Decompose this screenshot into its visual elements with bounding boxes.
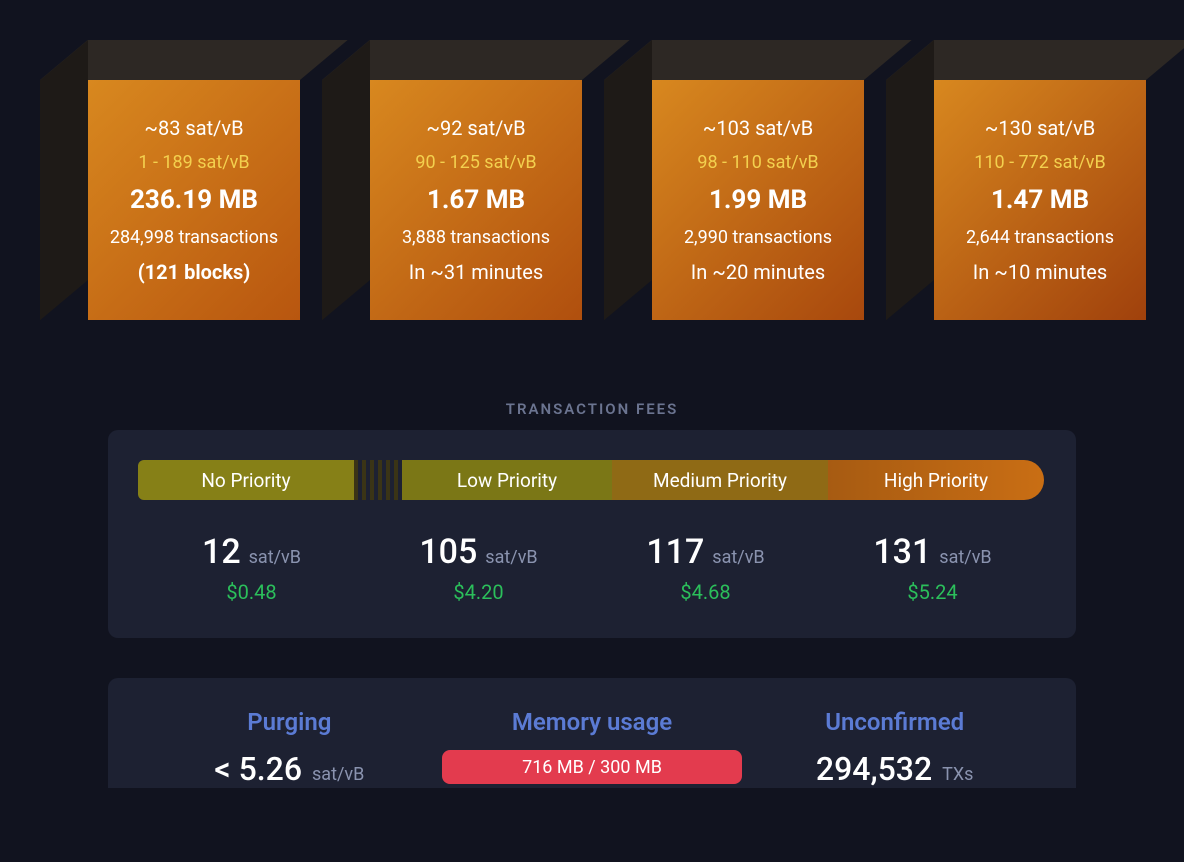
block-side-face — [886, 40, 934, 320]
fee-rate: 12 sat/vB — [138, 532, 365, 572]
fee-range: 1 - 189 sat/vB — [138, 152, 249, 173]
unconfirmed-unit: TXs — [942, 764, 973, 785]
fee-rate-unit: sat/vB — [485, 547, 537, 568]
fee-usd: $5.24 — [819, 580, 1046, 604]
unconfirmed-value: 294,532 — [816, 750, 932, 788]
tx-count: 284,998 transactions — [110, 227, 278, 248]
fee-usd: $4.68 — [592, 580, 819, 604]
median-fee: ~83 sat/vB — [144, 116, 243, 140]
time-estimate: In ~31 minutes — [409, 260, 543, 284]
fee-range: 110 - 772 sat/vB — [974, 152, 1105, 173]
fee-range: 98 - 110 sat/vB — [697, 152, 818, 173]
block-front-face: ~103 sat/vB 98 - 110 sat/vB 1.99 MB 2,99… — [652, 80, 864, 320]
mempool-block[interactable]: ~83 sat/vB 1 - 189 sat/vB 236.19 MB 284,… — [40, 40, 298, 320]
stat-title: Unconfirmed — [743, 708, 1046, 736]
purging-unit: sat/vB — [312, 764, 364, 785]
priority-chip-high[interactable]: High Priority — [828, 460, 1044, 500]
median-fee: ~103 sat/vB — [703, 116, 813, 140]
block-side-face — [40, 40, 88, 320]
priority-chip-medium[interactable]: Medium Priority — [612, 460, 828, 500]
block-size: 1.99 MB — [709, 185, 807, 215]
stat-memory: Memory usage 716 MB / 300 MB — [441, 708, 744, 788]
fee-rate-value: 131 — [873, 532, 931, 572]
stats-row: Purging < 5.26 sat/vB Memory usage 716 M… — [138, 708, 1046, 788]
fee-range: 90 - 125 sat/vB — [415, 152, 536, 173]
time-estimate: In ~20 minutes — [691, 260, 825, 284]
fee-rate-unit: sat/vB — [249, 547, 301, 568]
priority-chip-low[interactable]: Low Priority — [402, 460, 612, 500]
stat-title: Memory usage — [441, 708, 744, 736]
time-estimate: In ~10 minutes — [973, 260, 1107, 284]
memory-usage-bar: 716 MB / 300 MB — [442, 750, 742, 784]
fee-col-medium: 117 sat/vB $4.68 — [592, 532, 819, 604]
fee-col-high: 131 sat/vB $5.24 — [819, 532, 1046, 604]
mempool-block[interactable]: ~92 sat/vB 90 - 125 sat/vB 1.67 MB 3,888… — [322, 40, 580, 320]
median-fee: ~130 sat/vB — [985, 116, 1095, 140]
fee-values-row: 12 sat/vB $0.48 105 sat/vB $4.20 117 sat… — [138, 532, 1046, 604]
mempool-blocks-row: ~83 sat/vB 1 - 189 sat/vB 236.19 MB 284,… — [0, 0, 1184, 320]
stat-unconfirmed: Unconfirmed 294,532 TXs — [743, 708, 1046, 788]
block-size: 1.47 MB — [991, 185, 1089, 215]
block-front-face: ~83 sat/vB 1 - 189 sat/vB 236.19 MB 284,… — [88, 80, 300, 320]
priority-bar: No Priority Low Priority Medium Priority… — [138, 460, 1046, 500]
priority-gap-icon — [354, 460, 402, 500]
fee-rate: 105 sat/vB — [365, 532, 592, 572]
tx-count: 2,990 transactions — [684, 227, 832, 248]
block-side-face — [322, 40, 370, 320]
block-front-face: ~92 sat/vB 90 - 125 sat/vB 1.67 MB 3,888… — [370, 80, 582, 320]
fee-usd: $4.20 — [365, 580, 592, 604]
fee-rate-unit: sat/vB — [712, 547, 764, 568]
priority-chip-no[interactable]: No Priority — [138, 460, 354, 500]
block-size: 1.67 MB — [427, 185, 525, 215]
fee-rate-value: 117 — [646, 532, 704, 572]
mempool-block[interactable]: ~103 sat/vB 98 - 110 sat/vB 1.99 MB 2,99… — [604, 40, 862, 320]
fee-col-no: 12 sat/vB $0.48 — [138, 532, 365, 604]
block-front-face: ~130 sat/vB 110 - 772 sat/vB 1.47 MB 2,6… — [934, 80, 1146, 320]
tx-count: 3,888 transactions — [402, 227, 550, 248]
tx-count: 2,644 transactions — [966, 227, 1114, 248]
fees-section-title: TRANSACTION FEES — [0, 400, 1184, 418]
stat-value-wrap: 294,532 TXs — [743, 750, 1046, 788]
stat-title: Purging — [138, 708, 441, 736]
fee-rate-value: 12 — [202, 532, 241, 572]
fee-rate: 131 sat/vB — [819, 532, 1046, 572]
fee-rate: 117 sat/vB — [592, 532, 819, 572]
fee-usd: $0.48 — [138, 580, 365, 604]
stat-purging: Purging < 5.26 sat/vB — [138, 708, 441, 788]
fee-col-low: 105 sat/vB $4.20 — [365, 532, 592, 604]
mempool-block[interactable]: ~130 sat/vB 110 - 772 sat/vB 1.47 MB 2,6… — [886, 40, 1144, 320]
mempool-stats-panel: Purging < 5.26 sat/vB Memory usage 716 M… — [108, 678, 1076, 788]
purging-value: < 5.26 — [214, 750, 302, 788]
fee-rate-unit: sat/vB — [939, 547, 991, 568]
median-fee: ~92 sat/vB — [426, 116, 525, 140]
block-side-face — [604, 40, 652, 320]
fees-panel: No Priority Low Priority Medium Priority… — [108, 430, 1076, 638]
fee-rate-value: 105 — [419, 532, 477, 572]
block-size: 236.19 MB — [130, 185, 258, 215]
block-count: (121 blocks) — [138, 260, 251, 284]
stat-value-wrap: < 5.26 sat/vB — [138, 750, 441, 788]
